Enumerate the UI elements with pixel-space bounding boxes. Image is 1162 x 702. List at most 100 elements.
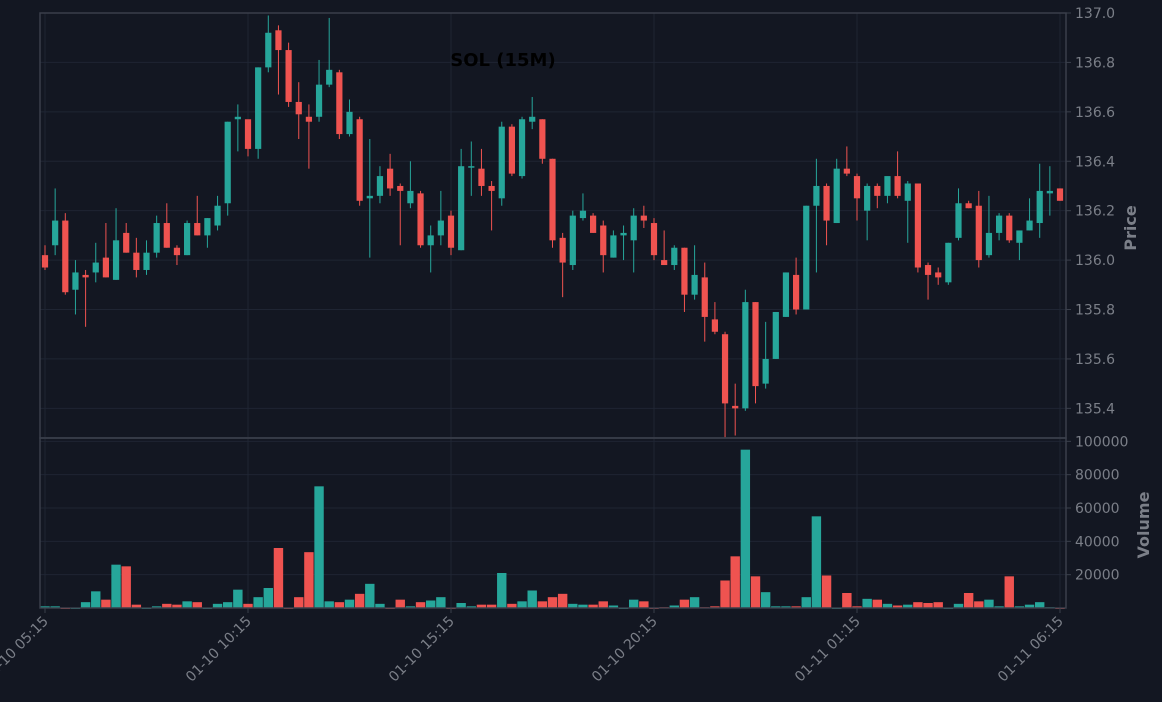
candle-body [295, 101, 302, 115]
candle-body [173, 247, 181, 256]
volume-bar [466, 606, 476, 608]
volume-bar [151, 606, 162, 608]
candle-body [945, 242, 952, 283]
volume-axis-label: Volume [1134, 491, 1153, 558]
volume-bar [892, 605, 903, 608]
volume-axis-ticks: 20000 40000 60000 80000 100000 [1066, 434, 1128, 584]
volume-bar [162, 603, 172, 608]
candle-body [214, 205, 221, 226]
candle-body [41, 255, 49, 268]
candle-body [315, 84, 323, 117]
volume-bar [507, 603, 517, 608]
volume-bar [80, 602, 91, 608]
candle-body [975, 205, 982, 261]
volume-bar [689, 597, 700, 608]
candle-body [346, 111, 353, 135]
candle-body [478, 168, 485, 186]
volume-bar [781, 606, 791, 608]
vertical-gridlines [44, 13, 1061, 608]
volume-tick-label: 40000 [1075, 534, 1120, 550]
volume-bar [1035, 602, 1045, 608]
volume-bar [578, 604, 588, 608]
volume-bar [923, 603, 933, 608]
volume-bar [527, 590, 537, 608]
candle-body [275, 30, 282, 51]
volume-bar [720, 580, 730, 608]
volume-bar [953, 603, 964, 608]
candle-body [610, 235, 617, 258]
volume-bar [426, 600, 436, 608]
volume-bar [974, 601, 984, 608]
time-tick-label: 01-11 06:15 [995, 614, 1067, 686]
candle-body [579, 210, 587, 219]
volume-bar [304, 552, 314, 608]
volume-bar [365, 583, 375, 608]
candle-body [549, 158, 556, 241]
volume-bar [314, 486, 324, 608]
volume-bar [192, 602, 202, 608]
price-tick-label: 136.2 [1075, 204, 1115, 220]
candle-body [924, 265, 932, 275]
volume-tick-label: 20000 [1075, 568, 1120, 584]
time-tick-label: 01-10 10:15 [183, 614, 255, 686]
volume-bar [497, 573, 507, 608]
volume-bar [821, 575, 832, 608]
volume-bar [852, 606, 862, 608]
price-tick-label: 137.0 [1075, 6, 1115, 22]
candle-body [387, 168, 394, 189]
candle-body [163, 223, 170, 248]
candle-body [194, 223, 201, 236]
candle-body [234, 116, 241, 120]
candle-body [518, 119, 526, 177]
candle-body [691, 274, 698, 295]
volume-bar [669, 605, 679, 608]
candle-body [650, 223, 658, 256]
price-candles [41, 15, 1064, 438]
candle-body [701, 277, 708, 317]
volume-bar [750, 576, 761, 608]
candle-body [590, 215, 597, 233]
volume-bar [486, 604, 497, 608]
candle-body [255, 67, 262, 149]
volume-bar [212, 603, 223, 608]
volume-bar [1024, 604, 1035, 608]
volume-bar [557, 593, 568, 608]
volume-bars [40, 449, 1065, 609]
candle-body [1016, 230, 1023, 243]
price-tick-label: 135.4 [1075, 401, 1115, 417]
volume-bar [375, 603, 385, 608]
candle-body [153, 223, 160, 253]
volume-bar [913, 602, 923, 608]
panel-frames [39, 12, 1067, 609]
volume-bar [50, 606, 60, 608]
volume-bar [710, 606, 720, 608]
candle-body [803, 205, 810, 310]
candle-body [508, 126, 515, 174]
candle-body [894, 176, 901, 196]
candle-body [82, 274, 89, 278]
volume-gridlines [40, 440, 1066, 576]
candle-body [397, 185, 404, 191]
candle-body [244, 119, 252, 149]
candle-body [752, 302, 759, 387]
candle-body [376, 176, 384, 196]
volume-bar [608, 605, 619, 608]
volume-bar [862, 598, 872, 608]
candle-body [711, 319, 718, 332]
candle-body [366, 195, 373, 199]
volume-bar [771, 606, 781, 608]
candle-body [762, 358, 769, 384]
candle-body [133, 252, 140, 270]
volume-bar [547, 597, 558, 608]
volume-bar [629, 599, 639, 608]
volume-bar [740, 449, 751, 608]
volume-bar [456, 603, 466, 608]
candle-body [742, 302, 749, 409]
candle-body [184, 223, 191, 256]
candle-body [539, 119, 546, 159]
time-tick-label: 01-10 05:15 [0, 614, 52, 686]
candle-body [914, 183, 921, 268]
candle-body [671, 247, 678, 266]
volume-bar [344, 599, 355, 608]
